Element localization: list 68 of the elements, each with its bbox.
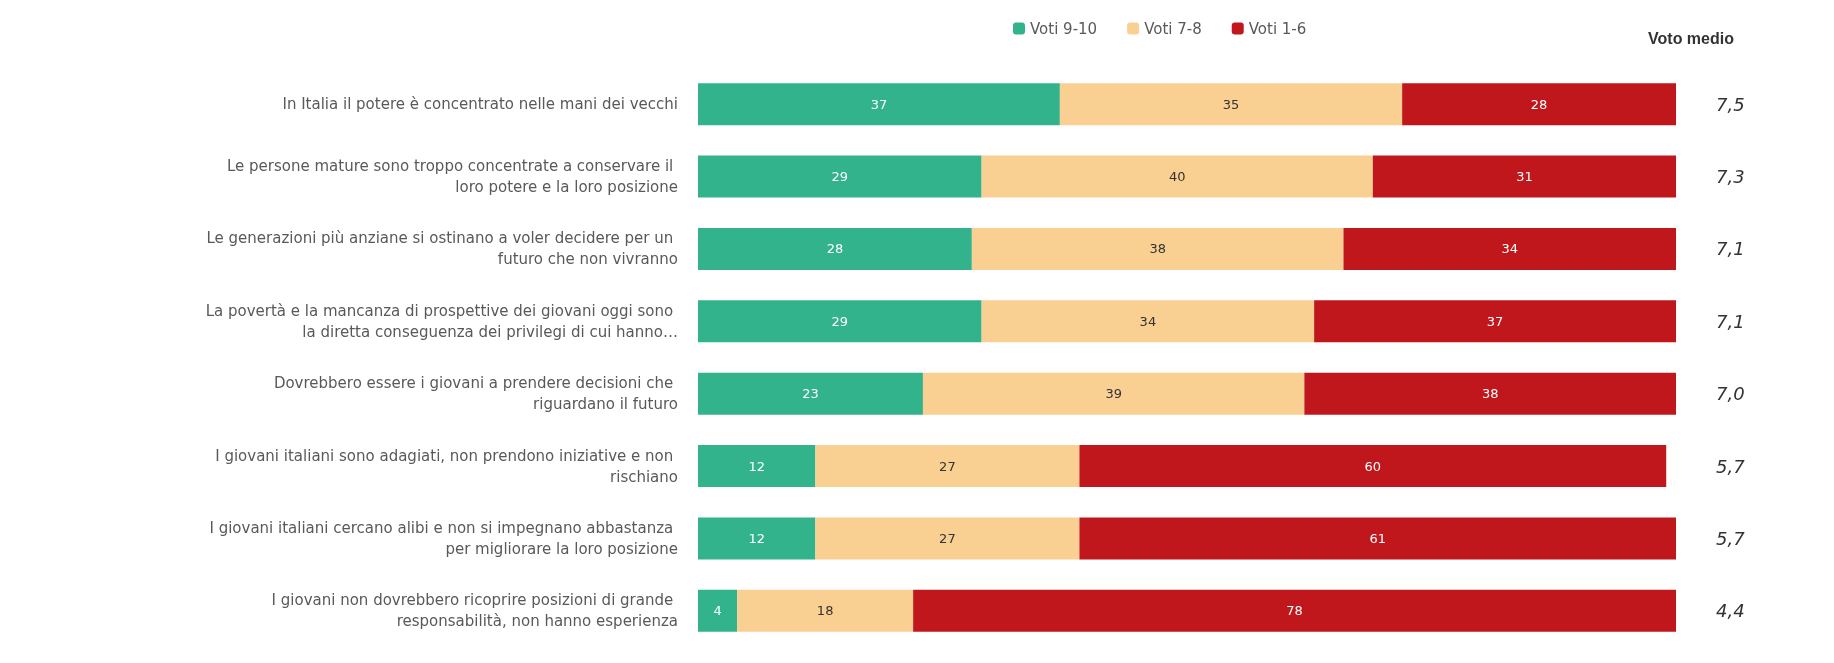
data-label: 27 bbox=[939, 530, 956, 546]
data-label: 29 bbox=[831, 169, 849, 185]
bar bbox=[913, 589, 1676, 632]
data-label: 18 bbox=[816, 603, 834, 619]
data-label: 61 bbox=[1369, 530, 1386, 546]
data-label: 4 bbox=[713, 603, 722, 619]
text: 5,7 bbox=[1716, 527, 1746, 549]
text: 4,4 bbox=[1716, 600, 1745, 622]
y-tick-label: La povertà e la mancanza di prospettive dei giovani oggi sono la diretta conseguenza dei privilegi di cui hanno… bbox=[205, 301, 678, 341]
text: 7,0 bbox=[1716, 383, 1745, 405]
bar bbox=[737, 589, 914, 632]
text: 7,1 bbox=[1716, 238, 1745, 260]
text: 7,3 bbox=[1716, 166, 1745, 188]
data-label: 37 bbox=[870, 96, 888, 112]
y-tick-label: Le persone mature sono troppo concentrate a conservare il loro potere e la loro posizione bbox=[227, 157, 678, 197]
bar bbox=[1304, 372, 1676, 415]
text: 7,1 bbox=[1716, 310, 1745, 332]
bar bbox=[922, 372, 1305, 415]
bar bbox=[1079, 445, 1667, 488]
y-tick-label: I giovani italiani cercano alibi e non si impegnano abbastanza per migliorare la loro posizione bbox=[209, 518, 678, 558]
y-tick-label: I giovani italiani sono adagiati, non prendono iniziative e non rischiano bbox=[215, 446, 678, 486]
legend-label: Voti 9-10 bbox=[1030, 19, 1098, 38]
data-label: 39 bbox=[1105, 386, 1122, 402]
bar bbox=[981, 300, 1315, 343]
bar bbox=[698, 155, 982, 198]
text: 7,5 bbox=[1716, 93, 1745, 115]
bar bbox=[698, 300, 982, 343]
data-label: 29 bbox=[831, 313, 849, 329]
data-label: 34 bbox=[1501, 241, 1519, 257]
data-label: 35 bbox=[1222, 96, 1240, 112]
legend-label: Voti 1-6 bbox=[1248, 19, 1307, 38]
data-label: 60 bbox=[1364, 458, 1382, 474]
bar bbox=[815, 517, 1080, 560]
bar bbox=[698, 589, 738, 632]
bar bbox=[698, 372, 923, 415]
bar bbox=[815, 445, 1080, 488]
data-label: 37 bbox=[1486, 313, 1504, 329]
data-label: 38 bbox=[1481, 386, 1499, 402]
y-tick-label: In Italia il potere è concentrato nelle mani dei vecchi bbox=[282, 95, 678, 114]
bar bbox=[1372, 155, 1676, 198]
bar bbox=[698, 227, 972, 270]
data-label: 78 bbox=[1286, 603, 1303, 619]
bar bbox=[698, 83, 1060, 126]
data-label: 34 bbox=[1139, 313, 1157, 329]
data-label: 23 bbox=[802, 386, 819, 402]
bar bbox=[1079, 517, 1676, 560]
y-tick-label: Dovrebbero essere i giovani a prendere decisioni che riguardano il futuro bbox=[273, 374, 678, 414]
y-tick-label: Le generazioni più anziane si ostinano a voler decidere per un futuro che non vivranno bbox=[206, 229, 678, 269]
y-tick-label: I giovani non dovrebbero ricoprire posizioni di grande responsabilità, non hanno esperienza bbox=[271, 591, 678, 631]
text: 5,7 bbox=[1716, 455, 1746, 477]
bar bbox=[971, 227, 1344, 270]
bar bbox=[981, 155, 1373, 198]
data-label: 28 bbox=[826, 241, 844, 257]
legend-label: Voti 7-8 bbox=[1144, 19, 1202, 38]
data-label: 40 bbox=[1168, 169, 1186, 185]
data-label: 12 bbox=[748, 458, 765, 474]
bar bbox=[1059, 83, 1403, 126]
data-label: 12 bbox=[748, 530, 765, 546]
data-label: 28 bbox=[1530, 96, 1548, 112]
bar bbox=[1343, 227, 1676, 270]
data-label: 38 bbox=[1149, 241, 1166, 257]
bar bbox=[1314, 300, 1676, 343]
data-label: 31 bbox=[1516, 169, 1533, 185]
bar bbox=[698, 445, 816, 488]
text: Voto medio bbox=[1648, 29, 1735, 47]
bar bbox=[1402, 83, 1676, 126]
bar bbox=[698, 517, 816, 560]
data-label: 27 bbox=[939, 458, 956, 474]
